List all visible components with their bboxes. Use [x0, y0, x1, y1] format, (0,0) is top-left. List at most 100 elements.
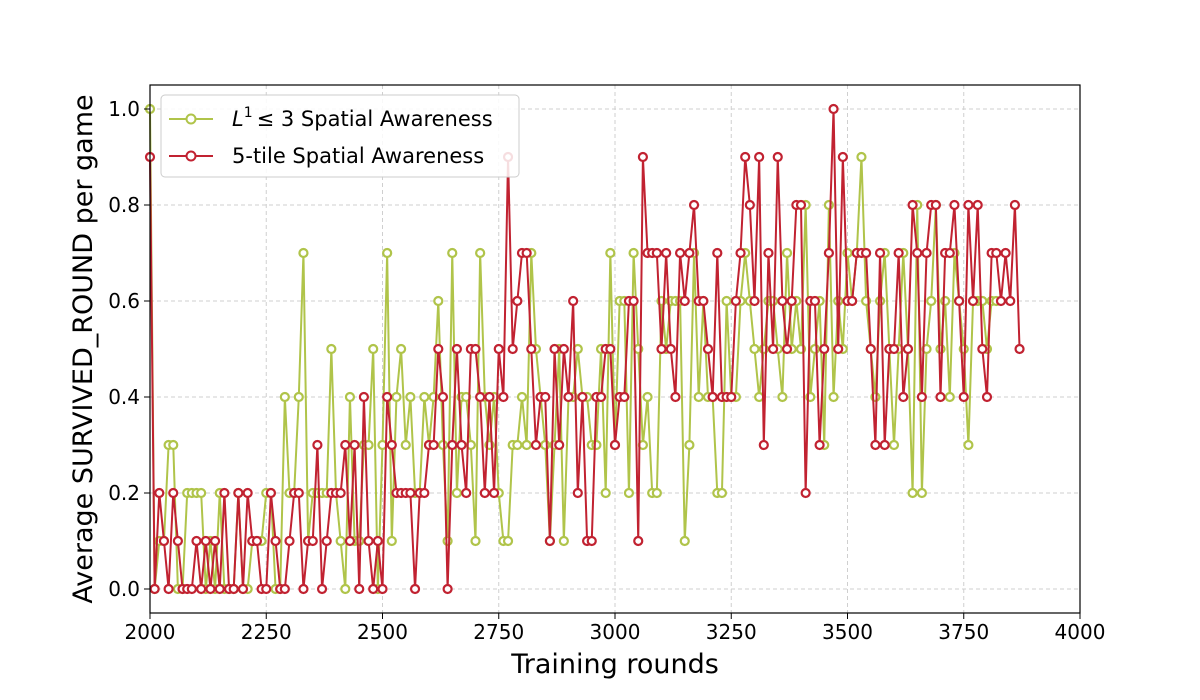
- data-point: [521, 247, 532, 259]
- data-point: [196, 487, 207, 499]
- data-point: [554, 439, 565, 451]
- data-point: [312, 439, 323, 451]
- data-point: [563, 391, 574, 403]
- data-point: [326, 343, 337, 355]
- data-point: [261, 583, 272, 595]
- data-point: [200, 535, 211, 547]
- data-point: [754, 151, 765, 163]
- data-point: [842, 247, 853, 259]
- data-point: [963, 439, 974, 451]
- data-point: [451, 487, 462, 499]
- data-point: [591, 439, 602, 451]
- data-point: [670, 391, 681, 403]
- data-point: [865, 343, 876, 355]
- data-point: [995, 295, 1007, 307]
- data-point: [428, 439, 439, 451]
- data-point: [205, 583, 216, 595]
- data-point: [893, 247, 904, 259]
- data-point: [651, 487, 662, 499]
- data-point: [661, 247, 672, 259]
- data-point: [707, 391, 718, 403]
- data-point: [391, 391, 402, 403]
- x-tick-label: 2250: [241, 620, 292, 644]
- data-point: [628, 247, 639, 259]
- x-tick-label: 2750: [473, 620, 524, 644]
- data-point: [847, 295, 858, 307]
- data-point: [874, 295, 886, 307]
- data-point: [219, 487, 230, 499]
- data-point: [279, 583, 290, 595]
- data-point: [833, 343, 844, 355]
- data-point: [168, 487, 179, 499]
- legend-marker-5tile: [185, 150, 197, 162]
- data-point: [907, 487, 918, 499]
- data-point: [744, 199, 755, 211]
- data-point: [284, 535, 295, 547]
- data-point: [237, 583, 249, 595]
- data-point: [749, 343, 760, 355]
- data-point: [544, 535, 556, 547]
- data-point: [437, 391, 449, 403]
- data-point: [396, 343, 407, 355]
- data-point: [433, 295, 444, 307]
- data-point: [916, 487, 928, 499]
- x-tick-label: 3500: [822, 620, 873, 644]
- data-point: [344, 391, 356, 403]
- legend-entry-l1: L1 ≤ 3 Spatial Awareness: [169, 105, 493, 131]
- data-point: [935, 391, 946, 403]
- data-point: [270, 535, 281, 547]
- legend-marker-l1: [185, 113, 197, 125]
- data-point: [354, 583, 365, 595]
- data-point: [916, 391, 928, 403]
- y-axis-label: Average SURVIVED_ROUND per game: [68, 94, 99, 603]
- data-point: [409, 583, 421, 595]
- data-point: [489, 487, 500, 499]
- data-point: [702, 343, 714, 355]
- data-point: [479, 487, 490, 499]
- data-point: [377, 583, 388, 595]
- data-point: [958, 391, 969, 403]
- data-point: [819, 343, 830, 355]
- x-tick-label: 3250: [706, 620, 757, 644]
- data-point: [605, 343, 616, 355]
- data-point: [540, 439, 551, 451]
- data-point: [386, 535, 397, 547]
- data-point: [781, 247, 793, 259]
- data-point: [470, 343, 481, 355]
- data-point: [149, 583, 160, 595]
- data-point: [800, 487, 811, 499]
- data-point: [953, 295, 965, 307]
- y-tick-label: 0.6: [108, 289, 140, 313]
- data-point: [912, 247, 923, 259]
- data-point: [437, 439, 449, 451]
- data-point: [972, 199, 983, 211]
- data-point: [740, 151, 751, 163]
- data-point: [651, 247, 662, 259]
- data-point: [902, 343, 914, 355]
- data-point: [344, 535, 356, 547]
- data-point: [540, 391, 551, 403]
- data-point: [688, 199, 700, 211]
- data-point: [721, 295, 732, 307]
- ticks: 2000 2250 2500 2750 3000 3250 3500 3750 4000 0.0 0…: [108, 97, 1105, 644]
- data-point: [809, 343, 821, 355]
- data-point: [684, 247, 695, 259]
- data-point: [447, 247, 458, 259]
- data-point: [809, 295, 821, 307]
- data-point: [298, 583, 309, 595]
- data-point: [456, 439, 467, 451]
- data-point: [726, 391, 737, 403]
- data-point: [210, 535, 221, 547]
- data-point: [526, 343, 537, 355]
- data-point: [823, 199, 835, 211]
- data-point: [698, 295, 709, 307]
- data-point: [484, 391, 495, 403]
- data-point: [349, 439, 360, 451]
- data-point: [419, 487, 430, 499]
- data-point: [944, 391, 955, 403]
- legend-label-5tile: 5-tile Spatial Awareness: [232, 144, 484, 168]
- data-point: [577, 391, 588, 403]
- data-point: [279, 391, 290, 403]
- data-point: [758, 439, 769, 451]
